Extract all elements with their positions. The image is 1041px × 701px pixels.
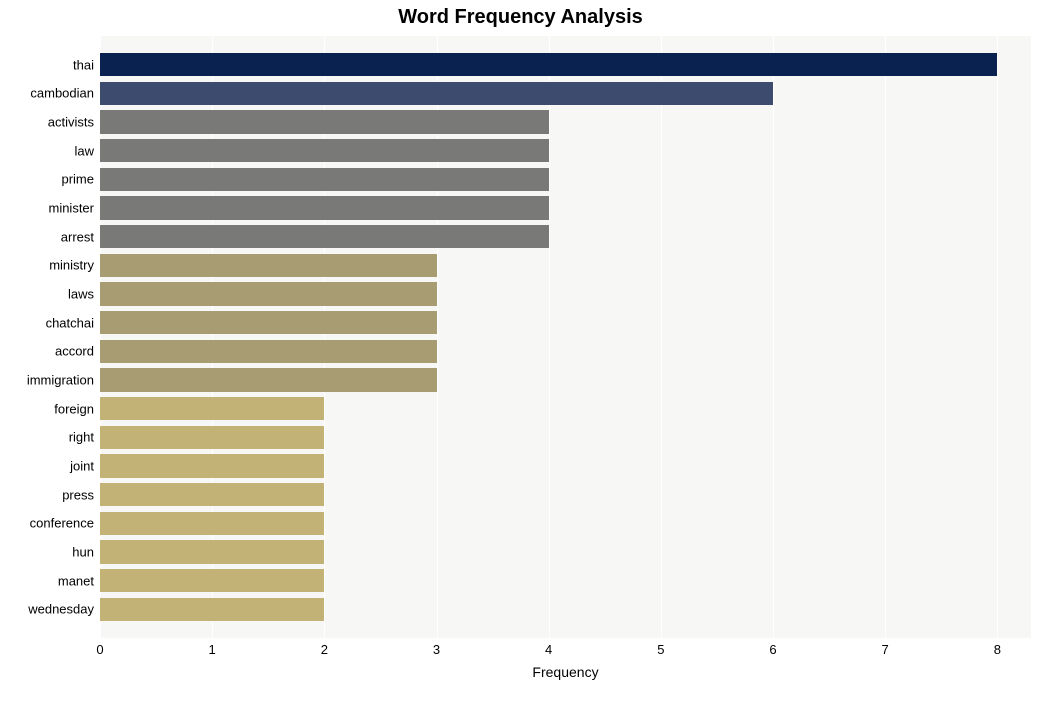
bar-row: arrest bbox=[100, 225, 1031, 249]
x-tick-label: 3 bbox=[433, 642, 440, 657]
y-tick-label: wednesday bbox=[28, 602, 100, 617]
bar bbox=[100, 82, 773, 106]
y-tick-label: law bbox=[74, 143, 100, 158]
bar bbox=[100, 53, 997, 77]
y-tick-label: accord bbox=[55, 344, 100, 359]
bar bbox=[100, 196, 549, 220]
x-tick-label: 6 bbox=[769, 642, 776, 657]
bar-row: foreign bbox=[100, 397, 1031, 421]
bar-row: prime bbox=[100, 168, 1031, 192]
y-tick-label: foreign bbox=[54, 401, 100, 416]
bar bbox=[100, 598, 324, 622]
bar bbox=[100, 540, 324, 564]
chart-title: Word Frequency Analysis bbox=[0, 6, 1041, 29]
bar-row: activists bbox=[100, 110, 1031, 134]
word-frequency-chart: Word Frequency Analysis Frequency 0 1 2 3 4 5… bbox=[0, 0, 1041, 701]
bar-row: ministry bbox=[100, 254, 1031, 278]
bar-row: joint bbox=[100, 454, 1031, 478]
y-tick-label: chatchai bbox=[46, 315, 100, 330]
bar bbox=[100, 311, 437, 335]
y-tick-label: minister bbox=[48, 200, 100, 215]
y-tick-label: hun bbox=[72, 544, 100, 559]
y-tick-label: manet bbox=[58, 573, 100, 588]
x-tick-label: 0 bbox=[96, 642, 103, 657]
x-tick-label: 7 bbox=[882, 642, 889, 657]
y-tick-label: cambodian bbox=[30, 86, 100, 101]
y-tick-label: right bbox=[69, 430, 100, 445]
bar bbox=[100, 483, 324, 507]
bar-row: minister bbox=[100, 196, 1031, 220]
bar bbox=[100, 168, 549, 192]
bar bbox=[100, 512, 324, 536]
x-tick-label: 1 bbox=[209, 642, 216, 657]
y-tick-label: joint bbox=[70, 458, 100, 473]
bar bbox=[100, 368, 437, 392]
x-tick-label: 8 bbox=[994, 642, 1001, 657]
y-tick-label: conference bbox=[30, 516, 100, 531]
y-tick-label: press bbox=[62, 487, 100, 502]
bar-row: wednesday bbox=[100, 598, 1031, 622]
bar-row: press bbox=[100, 483, 1031, 507]
x-tick-label: 5 bbox=[657, 642, 664, 657]
bar bbox=[100, 397, 324, 421]
bar-row: thai bbox=[100, 53, 1031, 77]
bar bbox=[100, 426, 324, 450]
bar-row: hun bbox=[100, 540, 1031, 564]
y-tick-label: laws bbox=[68, 286, 100, 301]
x-axis: Frequency 012345678 bbox=[100, 638, 1031, 678]
bar-row: laws bbox=[100, 282, 1031, 306]
bar bbox=[100, 110, 549, 134]
plot-area: Frequency 012345678 thaicambodianactivis… bbox=[100, 36, 1031, 638]
x-tick-label: 2 bbox=[321, 642, 328, 657]
y-tick-label: prime bbox=[61, 172, 100, 187]
bar-row: law bbox=[100, 139, 1031, 163]
bar bbox=[100, 254, 437, 278]
bar-row: accord bbox=[100, 340, 1031, 364]
x-tick-label: 4 bbox=[545, 642, 552, 657]
y-tick-label: arrest bbox=[61, 229, 100, 244]
y-tick-label: immigration bbox=[27, 372, 100, 387]
bar-row: right bbox=[100, 426, 1031, 450]
bar bbox=[100, 454, 324, 478]
bar-row: manet bbox=[100, 569, 1031, 593]
bar bbox=[100, 282, 437, 306]
bar bbox=[100, 139, 549, 163]
y-tick-label: thai bbox=[73, 57, 100, 72]
bar bbox=[100, 340, 437, 364]
bar bbox=[100, 225, 549, 249]
bar-row: chatchai bbox=[100, 311, 1031, 335]
x-axis-label: Frequency bbox=[100, 664, 1031, 680]
bar bbox=[100, 569, 324, 593]
y-tick-label: ministry bbox=[49, 258, 100, 273]
bar-row: conference bbox=[100, 512, 1031, 536]
bar-row: cambodian bbox=[100, 82, 1031, 106]
y-tick-label: activists bbox=[48, 114, 100, 129]
bar-row: immigration bbox=[100, 368, 1031, 392]
